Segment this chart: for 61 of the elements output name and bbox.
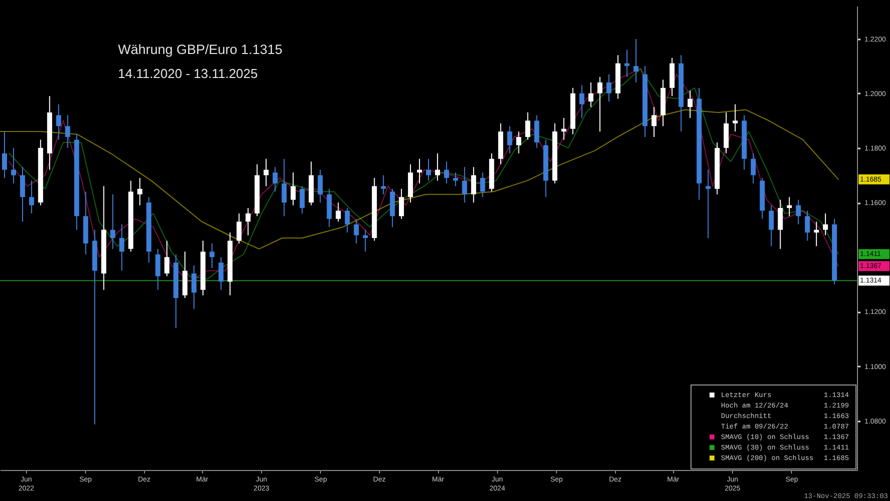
candlestick	[191, 264, 196, 310]
candlestick	[624, 49, 630, 78]
candlestick	[11, 147, 16, 184]
candlestick	[380, 174, 386, 195]
candlestick	[579, 84, 584, 118]
candlestick	[344, 207, 350, 234]
candlestick	[822, 212, 828, 236]
candlestick	[688, 90, 693, 118]
candlestick	[525, 112, 530, 140]
candlestick	[290, 172, 296, 206]
candlestick	[218, 256, 224, 290]
candlestick	[534, 114, 540, 148]
candlestick	[814, 221, 819, 247]
candlestick	[426, 158, 431, 182]
candlestick	[786, 196, 792, 217]
candlestick	[633, 38, 638, 83]
candlestick	[606, 74, 612, 102]
candlestick	[164, 240, 170, 277]
candlestick	[398, 188, 404, 220]
candlestick	[516, 131, 522, 154]
candlestick	[435, 152, 440, 182]
candlestick	[29, 180, 34, 214]
candlestick	[732, 104, 738, 132]
candlestick	[56, 104, 62, 140]
candlestick	[480, 172, 486, 198]
candlestick	[471, 166, 476, 204]
candlestick	[110, 194, 116, 250]
candlestick	[416, 158, 422, 184]
candlestick	[768, 204, 774, 247]
candlestick	[804, 210, 810, 242]
candlestick	[750, 152, 756, 184]
candlestick	[597, 76, 602, 132]
candlestick	[272, 166, 278, 192]
candlestick	[119, 224, 124, 272]
candlestick	[588, 82, 594, 108]
candlestick	[362, 229, 368, 252]
candlestick	[20, 166, 26, 222]
candlestick	[155, 248, 160, 290]
candlestick	[2, 131, 8, 178]
text: 14.11.2020 - 13.11.2025	[118, 66, 258, 81]
text: Währung GBP/Euro 1.1315	[118, 42, 282, 57]
candlestick	[778, 199, 783, 250]
candlestick	[137, 177, 142, 206]
candlestick	[264, 158, 269, 187]
candlestick	[453, 172, 458, 187]
candlestick	[561, 117, 566, 140]
candlestick	[236, 212, 242, 244]
candlestick	[282, 158, 287, 217]
candlestick	[336, 202, 341, 222]
candlestick	[354, 218, 359, 244]
candlestick	[652, 106, 657, 138]
candlestick	[706, 169, 711, 238]
candlestick	[65, 114, 70, 148]
candlestick	[444, 161, 450, 184]
candlestick	[318, 169, 323, 204]
candlestick	[209, 242, 214, 269]
candlestick	[462, 166, 468, 204]
candlestick	[507, 126, 512, 154]
candlestick	[796, 199, 801, 225]
candlestick	[246, 207, 251, 236]
candlestick	[300, 186, 305, 214]
